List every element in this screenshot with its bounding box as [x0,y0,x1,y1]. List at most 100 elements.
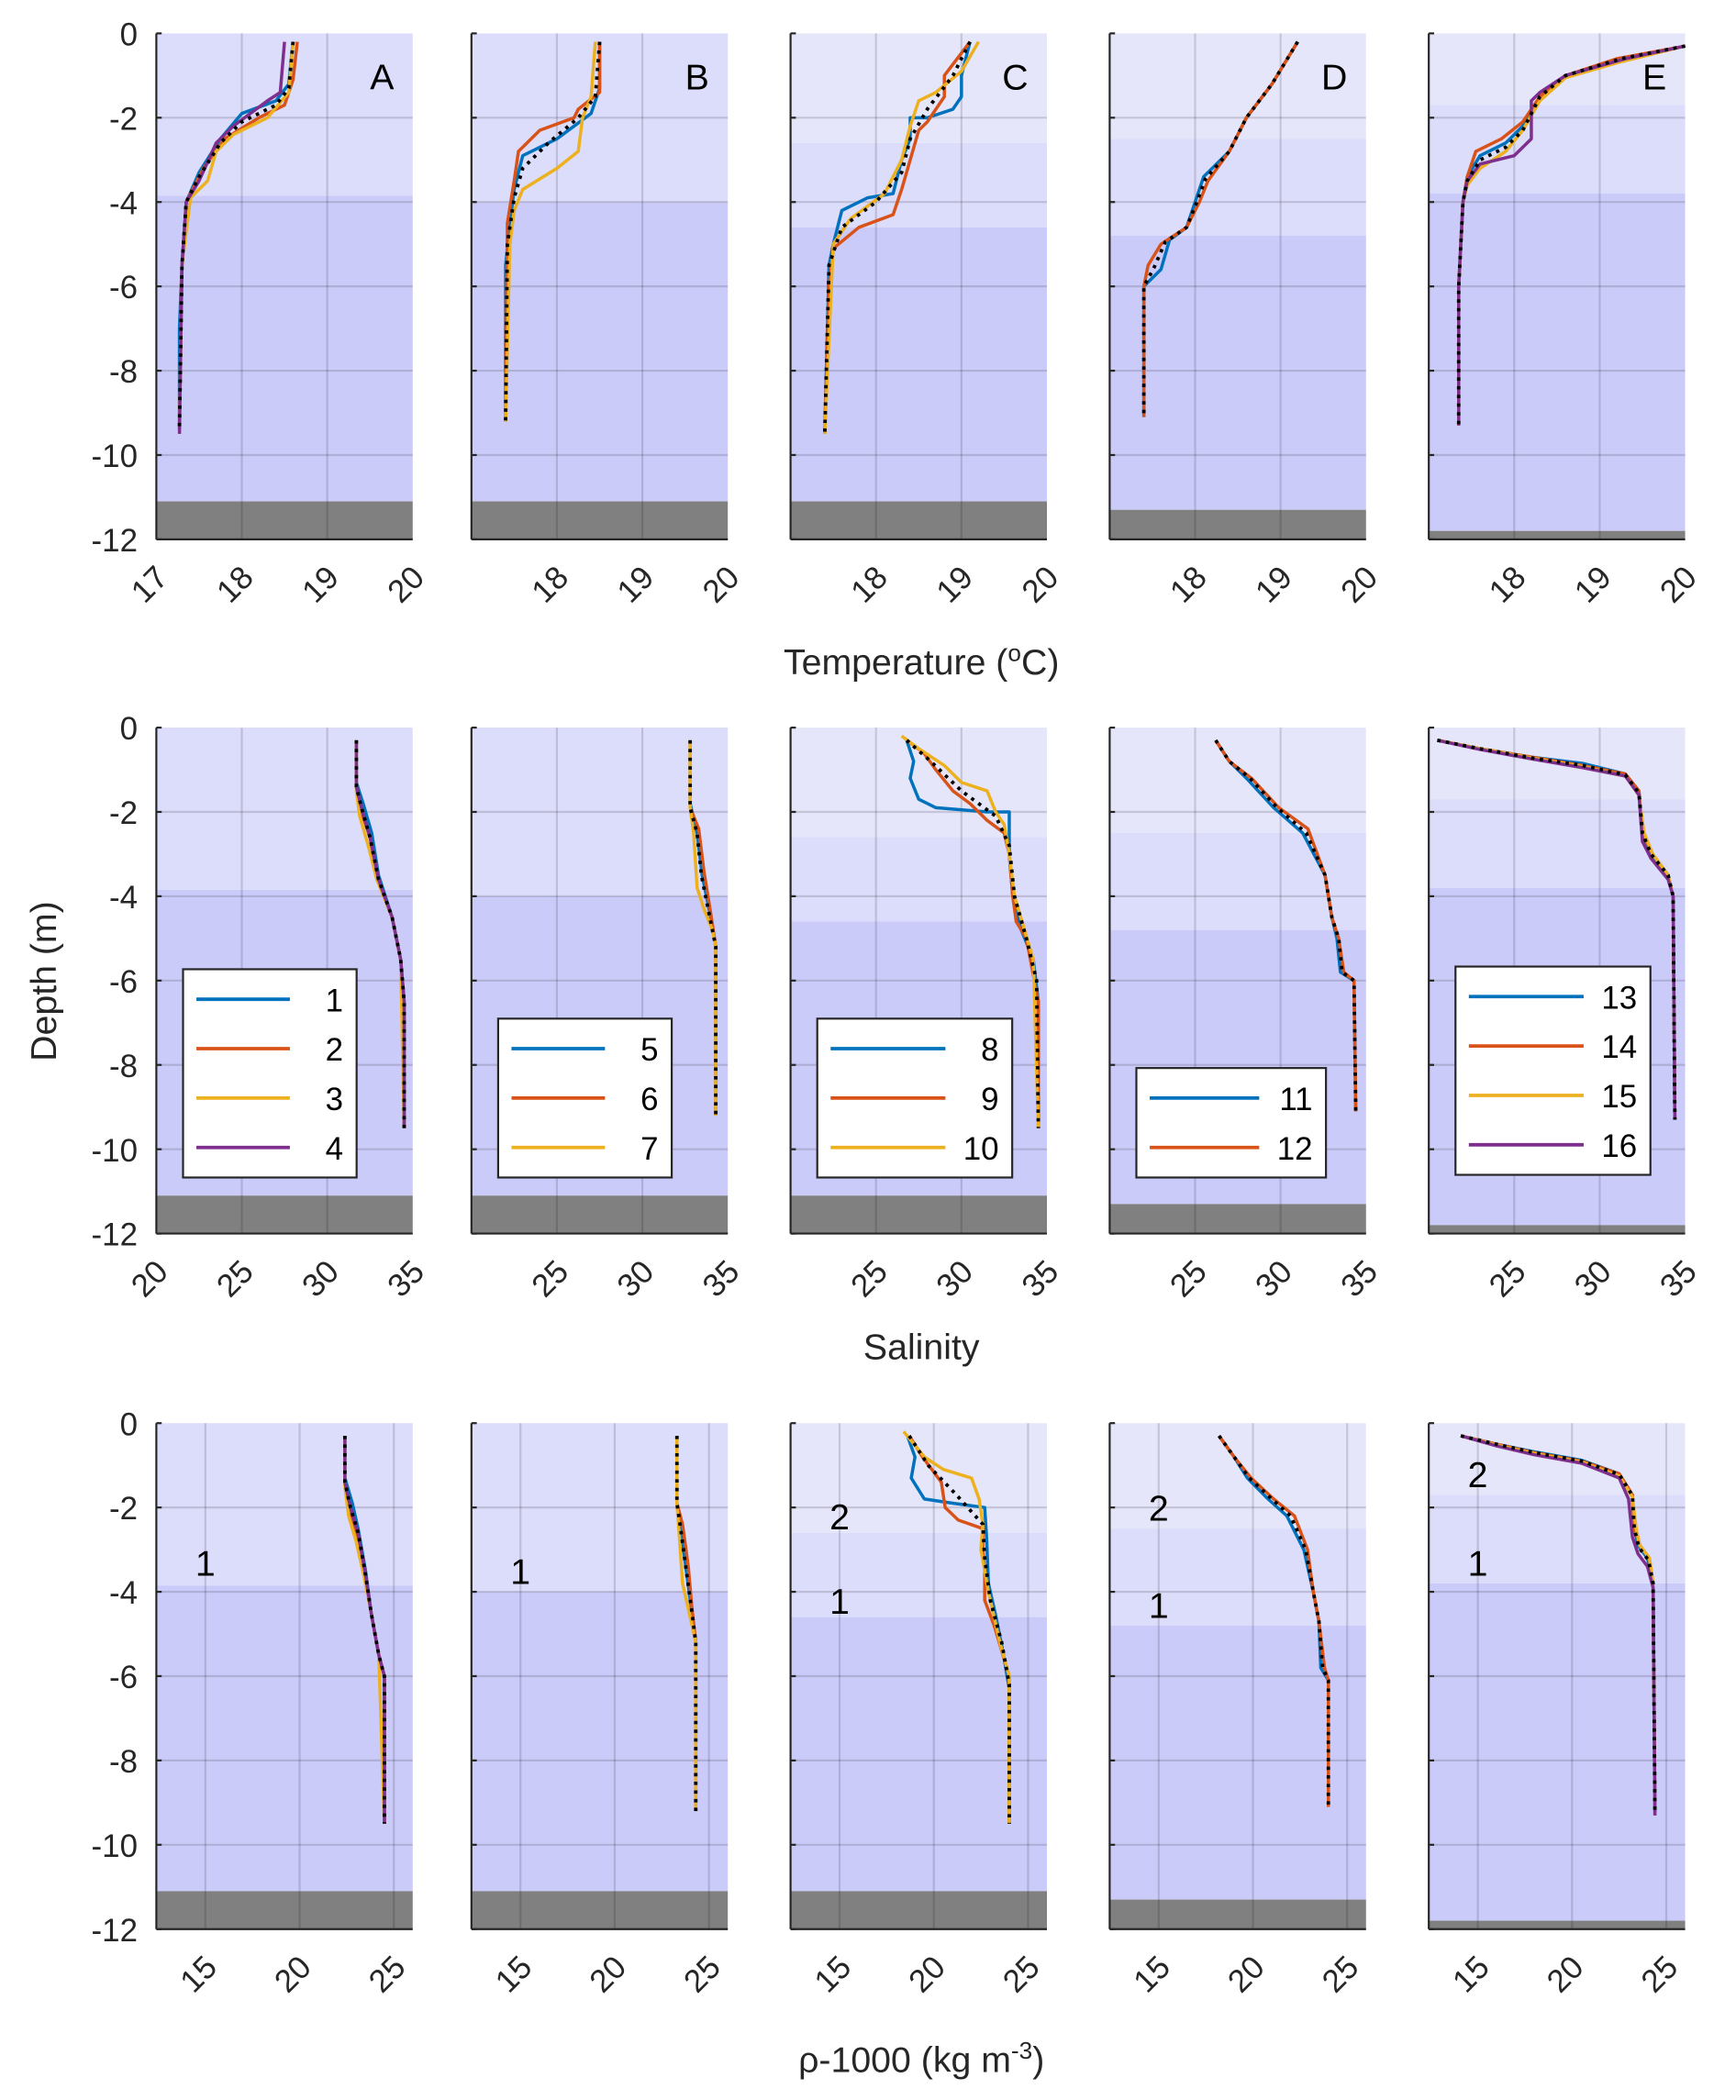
legend-entry-label: 8 [981,1032,998,1068]
panel-label: B [685,57,709,97]
legend: 5 6 7 [496,1017,673,1179]
legend-entry-label: 3 [326,1082,343,1117]
panel-1-2: 18 19 20 B [470,32,746,610]
x-tick-label: 25 [996,1949,1047,1999]
layer-band-deep [1429,194,1686,531]
seafloor [1429,1920,1686,1929]
x-tick-label: 30 [1568,1253,1619,1304]
x-tick-label: 35 [381,1253,431,1304]
y-tick-label: -4 [109,1575,138,1611]
legend-entry-label: 1 [326,983,343,1018]
mean-profile-line [1141,40,1299,417]
legend-entry-label: 16 [1601,1128,1637,1164]
mean-profile-line [342,1436,386,1824]
x-tick-label: 25 [525,1253,575,1304]
x-tick-label: 20 [583,1949,633,1999]
x-tick-label: 35 [696,1253,746,1304]
x-label-part: Salinity [863,1327,980,1367]
mean-profile-line [354,739,406,1128]
y-tick-label: 0 [120,711,138,747]
seafloor [156,1891,413,1929]
x-axis-label-salinity: Salinity [863,1327,980,1367]
x-label-sup: -3 [1011,2037,1032,2064]
panel-label: E [1642,57,1666,97]
y-tick-label: -6 [109,1660,138,1695]
x-tick-label: 18 [844,560,895,610]
legend-entry-label: 15 [1601,1079,1637,1115]
layer-band [156,728,413,891]
x-tick-label: 20 [1540,1949,1590,1999]
series-line-4 [177,41,286,434]
layer-band-deep [156,195,413,502]
y-tick-label: -6 [109,964,138,1000]
seafloor [1109,509,1366,539]
x-label-sup: o [1007,639,1021,666]
panel-3-1: 0 -2 -4 -6 -8 -10 -12 15 20 25 1 [92,1406,413,2000]
y-tick-label: -12 [92,1217,138,1253]
x-tick-label: 20 [125,1253,175,1304]
seafloor [790,1195,1047,1234]
x-tick-label: 15 [488,1949,539,1999]
y-tick-label: 0 [120,1406,138,1442]
y-axis-label: Depth (m) [24,901,64,1061]
x-tick-label: 30 [295,1253,346,1304]
legend-entry-label: 2 [326,1032,343,1068]
layer-annotation: 1 [510,1552,530,1593]
x-tick-label: 18 [1482,560,1532,610]
x-label-part: ) [1032,2039,1044,2080]
x-tick-label: 25 [844,1253,895,1304]
y-tick-label: -10 [92,439,138,474]
x-tick-label: 19 [1568,560,1619,610]
seafloor [471,1195,729,1234]
panel-2-5: 25 30 35 13 14 15 16 [1428,726,1704,1304]
x-tick-label: 15 [173,1949,224,1999]
legend-entry-label: 14 [1601,1029,1637,1065]
x-tick-label: 30 [610,1253,661,1304]
mean-profile-line [907,1435,1011,1824]
panel-1-3: 18 19 20 C [789,32,1065,610]
mean-profile-line [1456,44,1686,426]
panel-label: D [1321,57,1347,97]
y-tick-label: -12 [92,1913,138,1949]
legend-entry-label: 5 [640,1032,658,1068]
legend: 1 2 3 4 [182,968,358,1179]
seafloor [790,501,1047,539]
legend-box [1454,965,1652,1176]
seafloor [1429,1225,1686,1234]
layer-band [1109,33,1366,139]
x-tick-label: 19 [295,560,346,610]
mean-profile-line [1214,739,1358,1112]
x-tick-label: 30 [929,1253,980,1304]
layer-band-deep [1429,1583,1686,1921]
y-tick-label: -2 [109,101,138,137]
mean-profile-line [822,40,972,434]
x-tick-label: 20 [268,1949,318,1999]
y-tick-label: -8 [109,1049,138,1084]
layer-band [156,1423,413,1586]
layer-band [1429,1494,1686,1583]
x-tick-label: 15 [1446,1949,1497,1999]
x-tick-label: 25 [362,1949,412,1999]
y-tick-label: -6 [109,270,138,306]
layer-band [790,142,1047,228]
x-label-part: C) [1021,642,1059,683]
legend-entry-label: 6 [640,1082,658,1117]
panel-3-4: 15 20 25 2 1 [1108,1422,1366,2000]
y-tick-label: -4 [109,880,138,916]
mean-profile-line [1437,739,1677,1120]
y-tick-label: 0 [120,17,138,52]
series-line-7 [504,41,597,422]
y-tick-label: -8 [109,354,138,390]
panel-2-3: 25 30 35 8 9 10 [789,726,1065,1304]
layer-band-deep [471,202,729,502]
x-tick-label: 15 [1127,1949,1177,1999]
x-tick-label: 25 [210,1253,261,1304]
x-tick-label: 18 [210,560,261,610]
x-tick-label: 20 [1221,1949,1272,1999]
series-line-7 [675,1436,698,1812]
panel-1-4: 18 19 20 D [1108,32,1385,610]
seafloor [156,1195,413,1234]
